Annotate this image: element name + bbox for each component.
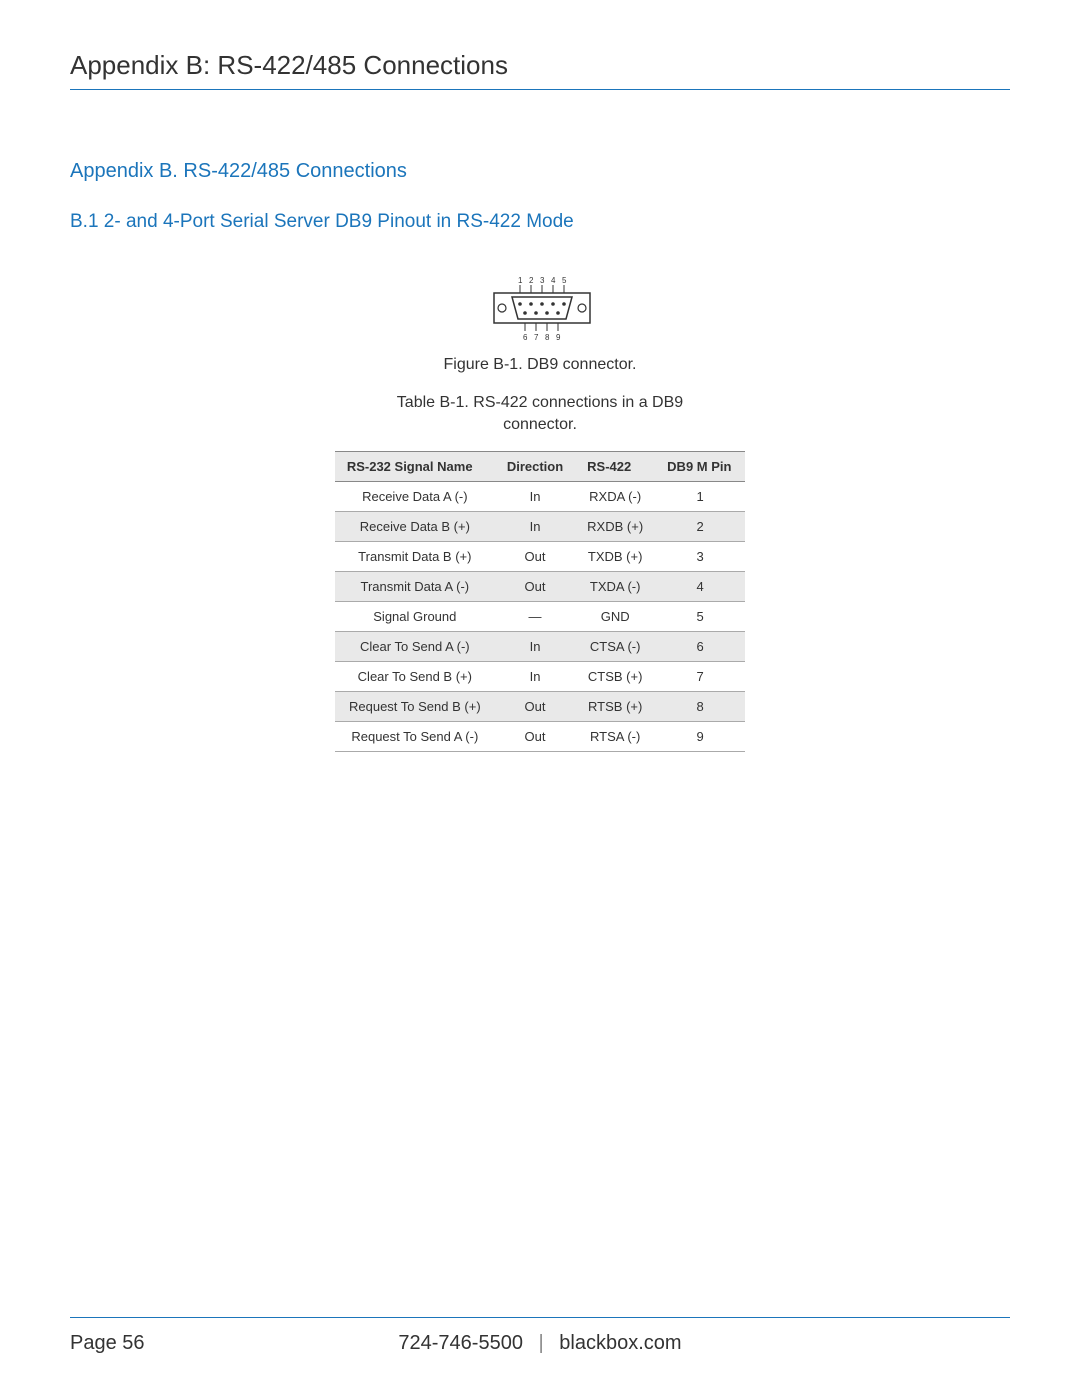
page: Appendix B: RS-422/485 Connections Appen…	[0, 0, 1080, 1397]
table-cell: RXDB (+)	[575, 511, 655, 541]
table-cell: Request To Send A (-)	[335, 721, 495, 751]
table-cell: RXDA (-)	[575, 481, 655, 511]
page-header-title: Appendix B: RS-422/485 Connections	[70, 50, 1010, 90]
pin-label: 8	[545, 333, 550, 342]
table-cell: 2	[655, 511, 745, 541]
pin-label: 7	[534, 333, 539, 342]
subsection-title: B.1 2- and 4-Port Serial Server DB9 Pino…	[70, 211, 1010, 233]
table-cell: CTSB (+)	[575, 661, 655, 691]
figure-caption: Figure B-1. DB9 connector.	[70, 356, 1010, 374]
table-cell: 5	[655, 601, 745, 631]
table-cell: CTSA (-)	[575, 631, 655, 661]
page-footer: Page 56 724-746-5500 | blackbox.com	[70, 1317, 1010, 1355]
table-cell: Out	[495, 691, 575, 721]
table-cell: Transmit Data B (+)	[335, 541, 495, 571]
table-cell: Receive Data A (-)	[335, 481, 495, 511]
table-row: Transmit Data A (-)OutTXDA (-)4	[335, 571, 745, 601]
table-cell: Out	[495, 541, 575, 571]
footer-contact: 724-746-5500 | blackbox.com	[70, 1332, 1010, 1355]
table-cell: Request To Send B (+)	[335, 691, 495, 721]
footer-phone: 724-746-5500	[398, 1332, 523, 1354]
table-cell: 8	[655, 691, 745, 721]
table-cell: Transmit Data A (-)	[335, 571, 495, 601]
table-cell: 6	[655, 631, 745, 661]
table-caption: Table B-1. RS-422 connections in a DB9 c…	[360, 392, 720, 437]
table-row: Request To Send B (+)OutRTSB (+)8	[335, 691, 745, 721]
pinout-table: RS-232 Signal Name Direction RS-422 DB9 …	[335, 451, 745, 752]
pin-label: 3	[540, 276, 545, 285]
table-cell: TXDA (-)	[575, 571, 655, 601]
table-row: Receive Data B (+)InRXDB (+)2	[335, 511, 745, 541]
table-header-row: RS-232 Signal Name Direction RS-422 DB9 …	[335, 451, 745, 481]
db9-connector-icon: 1 2 3 4 5	[480, 273, 600, 343]
table-header-cell: DB9 M Pin	[655, 451, 745, 481]
table-cell: Out	[495, 721, 575, 751]
pin-label: 5	[562, 276, 567, 285]
table-cell: 4	[655, 571, 745, 601]
table-cell: GND	[575, 601, 655, 631]
table-row: Signal Ground—GND5	[335, 601, 745, 631]
table-row: Clear To Send B (+)InCTSB (+)7	[335, 661, 745, 691]
table-cell: Signal Ground	[335, 601, 495, 631]
table-cell: 9	[655, 721, 745, 751]
figure-db9: 1 2 3 4 5	[70, 273, 1010, 752]
footer-site: blackbox.com	[559, 1332, 681, 1354]
table-cell: 1	[655, 481, 745, 511]
table-row: Transmit Data B (+)OutTXDB (+)3	[335, 541, 745, 571]
table-cell: 7	[655, 661, 745, 691]
pin-label: 1	[518, 276, 523, 285]
pin-label: 6	[523, 333, 528, 342]
pin-label: 4	[551, 276, 556, 285]
table-cell: TXDB (+)	[575, 541, 655, 571]
section-title: Appendix B. RS-422/485 Connections	[70, 160, 1010, 183]
table-cell: In	[495, 631, 575, 661]
table-row: Clear To Send A (-)InCTSA (-)6	[335, 631, 745, 661]
footer-page-number: Page 56	[70, 1332, 145, 1355]
pin-label: 2	[529, 276, 534, 285]
table-row: Request To Send A (-)OutRTSA (-)9	[335, 721, 745, 751]
table-cell: Clear To Send A (-)	[335, 631, 495, 661]
table-cell: Clear To Send B (+)	[335, 661, 495, 691]
table-header-cell: RS-232 Signal Name	[335, 451, 495, 481]
table-cell: In	[495, 481, 575, 511]
table-cell: 3	[655, 541, 745, 571]
pin-label: 9	[556, 333, 561, 342]
table-header-cell: RS-422	[575, 451, 655, 481]
footer-spacer	[1004, 1332, 1010, 1355]
table-cell: RTSB (+)	[575, 691, 655, 721]
footer-separator: |	[539, 1332, 544, 1354]
table-cell: RTSA (-)	[575, 721, 655, 751]
table-header-cell: Direction	[495, 451, 575, 481]
table-cell: —	[495, 601, 575, 631]
table-cell: Out	[495, 571, 575, 601]
table-row: Receive Data A (-)InRXDA (-)1	[335, 481, 745, 511]
table-cell: Receive Data B (+)	[335, 511, 495, 541]
table-cell: In	[495, 661, 575, 691]
table-cell: In	[495, 511, 575, 541]
